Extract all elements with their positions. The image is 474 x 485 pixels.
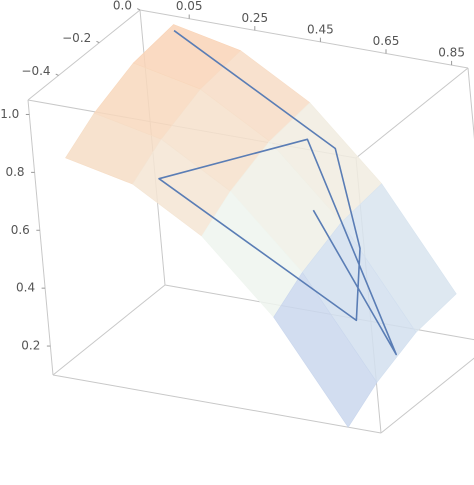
x-tick-label: 0.65 <box>373 34 400 48</box>
box-edge <box>355 67 469 159</box>
tick-mark <box>96 40 100 44</box>
y-tick-label: −0.2 <box>62 31 91 45</box>
z-tick-label: 0.6 <box>11 223 30 237</box>
z-tick-label: 0.8 <box>5 165 24 179</box>
y-tick-label: 0.0 <box>113 0 132 13</box>
box-edge <box>467 67 474 140</box>
x-tick-label: 0.85 <box>438 46 465 60</box>
box-edge <box>52 284 166 376</box>
tick-mark <box>136 8 141 11</box>
box-edge <box>139 9 469 69</box>
box-edge <box>380 357 474 434</box>
box-edge <box>27 9 141 101</box>
surface-patch <box>273 271 378 428</box>
y-tick-label: −0.4 <box>21 64 50 78</box>
curve <box>158 29 398 356</box>
x-tick-label: 0.25 <box>241 11 268 25</box>
z-tick-label: 0.2 <box>21 339 40 353</box>
x-tick-label: 0.05 <box>176 0 203 13</box>
tick-mark <box>55 73 59 76</box>
z-tick-label: 0.4 <box>16 281 35 295</box>
z-tick-label: 1.0 <box>0 107 19 121</box>
box-edge <box>27 99 54 376</box>
box-edge <box>52 374 382 434</box>
x-tick-label: 0.45 <box>307 22 334 36</box>
